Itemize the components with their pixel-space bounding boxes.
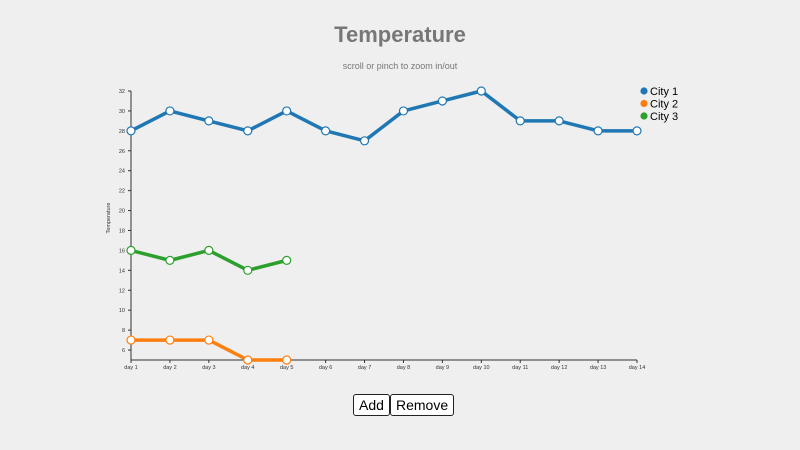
series-line-1	[130, 89, 637, 143]
data-point[interactable]	[204, 116, 214, 126]
y-tick-label: 14	[119, 268, 125, 274]
data-point[interactable]	[126, 245, 136, 256]
legend-marker-2	[640, 99, 648, 108]
x-tick-label: day 1	[124, 365, 137, 371]
data-point[interactable]	[632, 126, 642, 136]
x-tick-label: day 5	[280, 365, 293, 371]
data-point[interactable]	[165, 255, 175, 265]
data-point[interactable]	[554, 116, 564, 126]
x-tick-label: day 2	[163, 365, 176, 371]
data-point[interactable]	[126, 335, 136, 345]
legend-label-1[interactable]: City 1	[650, 86, 678, 98]
chart-title: Temperature	[334, 22, 466, 47]
remove-button[interactable]: Remove	[390, 394, 455, 416]
y-tick-label: 10	[119, 308, 125, 314]
y-axis-label: Temperature	[106, 203, 112, 234]
x-tick-label: day 6	[319, 365, 332, 371]
y-tick-label: 22	[119, 189, 125, 195]
data-point[interactable]	[476, 86, 486, 96]
x-tick-label: day 3	[202, 365, 215, 371]
zoom-hint: scroll or pinch to zoom in/out	[342, 61, 458, 71]
y-tick-label: 32	[119, 89, 125, 95]
y-tick-label: 18	[119, 228, 125, 234]
y-tick-label: 20	[119, 209, 125, 215]
y-tick-label: 6	[122, 348, 125, 354]
x-tick-label: day 4	[241, 365, 254, 371]
x-tick-label: day 12	[551, 365, 568, 371]
data-point[interactable]	[165, 335, 175, 345]
data-point[interactable]	[515, 116, 525, 126]
y-tick-label: 12	[119, 288, 125, 294]
data-point[interactable]	[282, 255, 292, 265]
data-point[interactable]	[204, 335, 214, 345]
data-point[interactable]	[126, 126, 136, 136]
x-tick-label: day 14	[629, 365, 646, 371]
x-tick-label: day 11	[512, 365, 528, 371]
data-point[interactable]	[282, 355, 292, 365]
data-point[interactable]	[165, 106, 175, 116]
x-tick-label: day 9	[436, 365, 449, 371]
data-point[interactable]	[243, 355, 253, 365]
legend-marker-3	[640, 112, 648, 120]
legend-label-3[interactable]: City 3	[650, 111, 678, 123]
x-tick-label: day 8	[397, 365, 410, 371]
data-point[interactable]	[398, 106, 409, 116]
y-tick-label: 28	[119, 129, 125, 135]
y-tick-label: 16	[119, 248, 125, 254]
y-tick-label: 8	[122, 328, 125, 334]
data-point[interactable]	[282, 106, 292, 116]
add-button[interactable]: Add	[353, 394, 390, 416]
y-tick-label: 26	[119, 149, 125, 155]
data-point[interactable]	[593, 126, 603, 136]
data-point[interactable]	[243, 265, 253, 275]
y-tick-label: 24	[119, 169, 125, 175]
legend-label-2[interactable]: City 2	[650, 99, 678, 111]
y-tick-label: 30	[119, 109, 125, 115]
data-point[interactable]	[321, 126, 331, 136]
x-tick-label: day 7	[358, 365, 371, 371]
legend-marker-1	[640, 87, 648, 95]
x-tick-label: day 13	[590, 365, 607, 371]
data-point[interactable]	[359, 136, 370, 146]
data-point[interactable]	[204, 245, 214, 256]
data-point[interactable]	[243, 126, 253, 136]
x-tick-label: day 10	[473, 365, 490, 371]
data-point[interactable]	[437, 96, 447, 106]
